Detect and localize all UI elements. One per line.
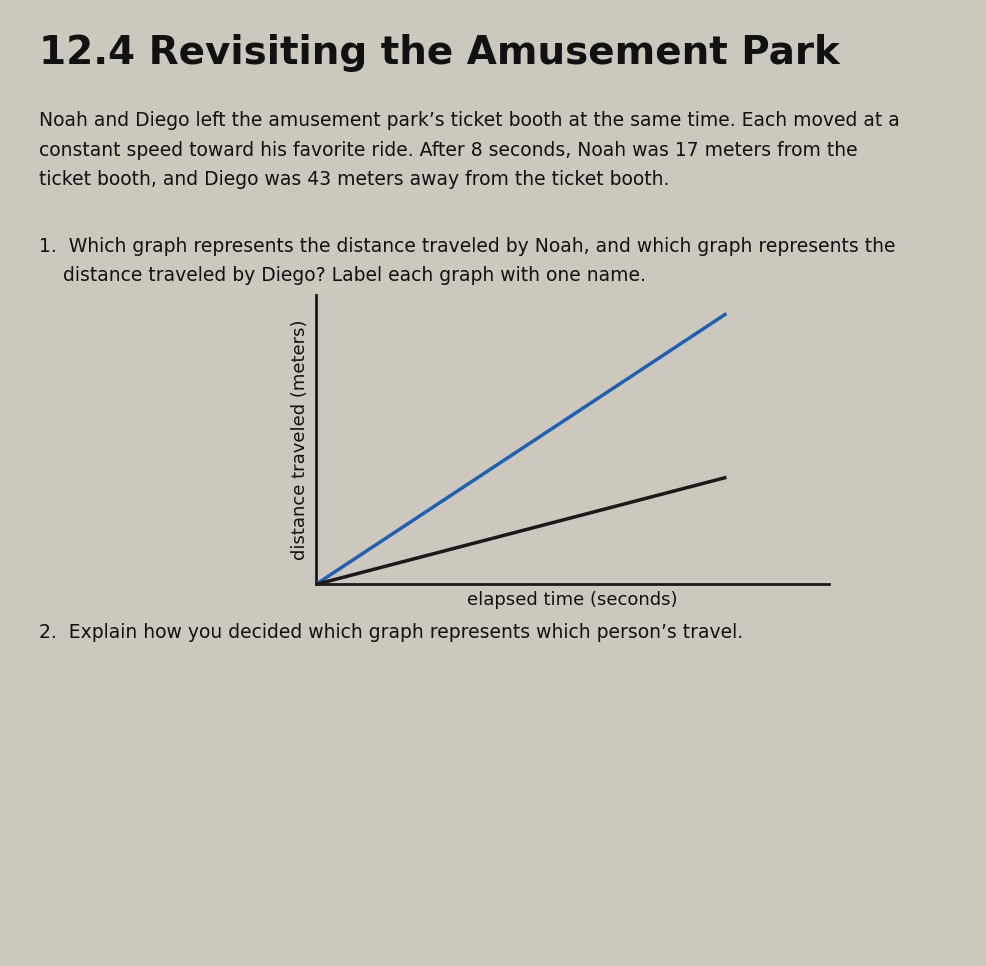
Text: 2.  Explain how you decided which graph represents which person’s travel.: 2. Explain how you decided which graph r… [39, 623, 742, 642]
Text: Noah and Diego left the amusement park’s ticket booth at the same time. Each mov: Noah and Diego left the amusement park’s… [39, 111, 899, 189]
Text: 12.4 Revisiting the Amusement Park: 12.4 Revisiting the Amusement Park [39, 34, 839, 71]
X-axis label: elapsed time (seconds): elapsed time (seconds) [466, 591, 677, 610]
Text: 1.  Which graph represents the distance traveled by Noah, and which graph repres: 1. Which graph represents the distance t… [39, 237, 895, 285]
Y-axis label: distance traveled (meters): distance traveled (meters) [291, 320, 309, 559]
